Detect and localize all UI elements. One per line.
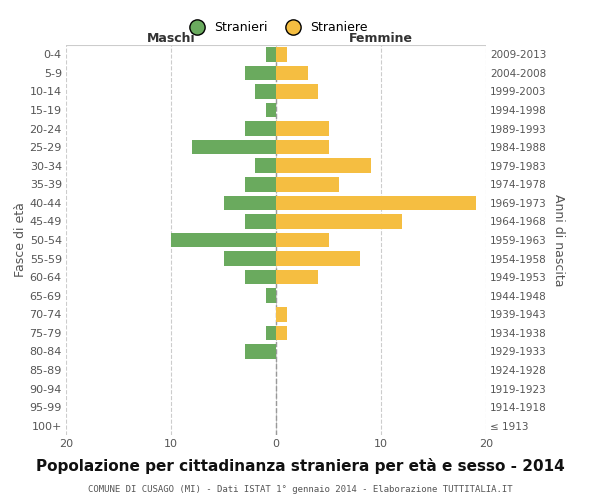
- Bar: [245, 214, 276, 228]
- Bar: [245, 270, 276, 284]
- Bar: [276, 252, 360, 266]
- Bar: [276, 122, 329, 136]
- Bar: [276, 307, 287, 322]
- Text: COMUNE DI CUSAGO (MI) - Dati ISTAT 1° gennaio 2014 - Elaborazione TUTTITALIA.IT: COMUNE DI CUSAGO (MI) - Dati ISTAT 1° ge…: [88, 485, 512, 494]
- Bar: [245, 66, 276, 80]
- Bar: [276, 84, 318, 98]
- Text: Femmine: Femmine: [349, 32, 413, 45]
- Bar: [223, 196, 276, 210]
- Bar: [276, 326, 287, 340]
- Bar: [255, 84, 276, 98]
- Bar: [276, 214, 402, 228]
- Bar: [245, 122, 276, 136]
- Bar: [265, 326, 276, 340]
- Bar: [276, 66, 308, 80]
- Bar: [276, 233, 329, 247]
- Bar: [276, 158, 371, 173]
- Bar: [276, 270, 318, 284]
- Bar: [265, 47, 276, 62]
- Text: Popolazione per cittadinanza straniera per età e sesso - 2014: Popolazione per cittadinanza straniera p…: [35, 458, 565, 473]
- Y-axis label: Anni di nascita: Anni di nascita: [553, 194, 565, 286]
- Bar: [171, 233, 276, 247]
- Bar: [192, 140, 276, 154]
- Bar: [223, 252, 276, 266]
- Legend: Stranieri, Straniere: Stranieri, Straniere: [179, 16, 373, 39]
- Bar: [265, 288, 276, 303]
- Bar: [276, 47, 287, 62]
- Bar: [276, 177, 339, 192]
- Text: Maschi: Maschi: [146, 32, 196, 45]
- Y-axis label: Fasce di età: Fasce di età: [14, 202, 26, 278]
- Bar: [255, 158, 276, 173]
- Bar: [276, 140, 329, 154]
- Bar: [245, 177, 276, 192]
- Bar: [245, 344, 276, 358]
- Bar: [265, 103, 276, 117]
- Bar: [276, 196, 476, 210]
